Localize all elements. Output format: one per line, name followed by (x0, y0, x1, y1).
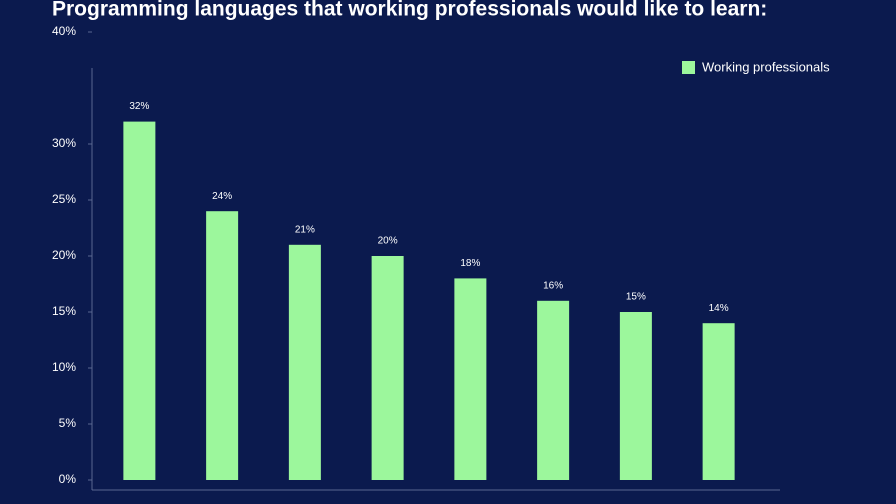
y-tick-label: 15% (52, 304, 76, 318)
data-label: 21% (295, 224, 315, 235)
y-tick-label: 5% (59, 416, 77, 430)
bar (288, 244, 321, 480)
data-label: 20% (378, 236, 398, 247)
legend-swatch (682, 61, 695, 74)
data-label: 18% (460, 258, 480, 269)
data-label: 14% (709, 303, 729, 314)
y-tick-label: 40% (52, 24, 76, 38)
data-label: 32% (129, 101, 149, 112)
data-label: 15% (626, 292, 646, 303)
bar (123, 121, 156, 480)
data-label: 16% (543, 280, 563, 291)
bar (537, 300, 570, 480)
bar (619, 312, 652, 480)
legend-label: Working professionals (702, 59, 830, 74)
data-label: 24% (212, 191, 232, 202)
bar (702, 323, 735, 480)
y-tick-label: 30% (52, 136, 76, 150)
y-tick-label: 10% (52, 360, 76, 374)
y-tick-label: 0% (59, 472, 77, 486)
bar (454, 278, 487, 480)
bar (206, 211, 239, 480)
y-tick-label: 25% (52, 192, 76, 206)
y-tick-label: 20% (52, 248, 76, 262)
bar (371, 256, 404, 480)
chart-title: Programming languages that working profe… (52, 0, 767, 21)
